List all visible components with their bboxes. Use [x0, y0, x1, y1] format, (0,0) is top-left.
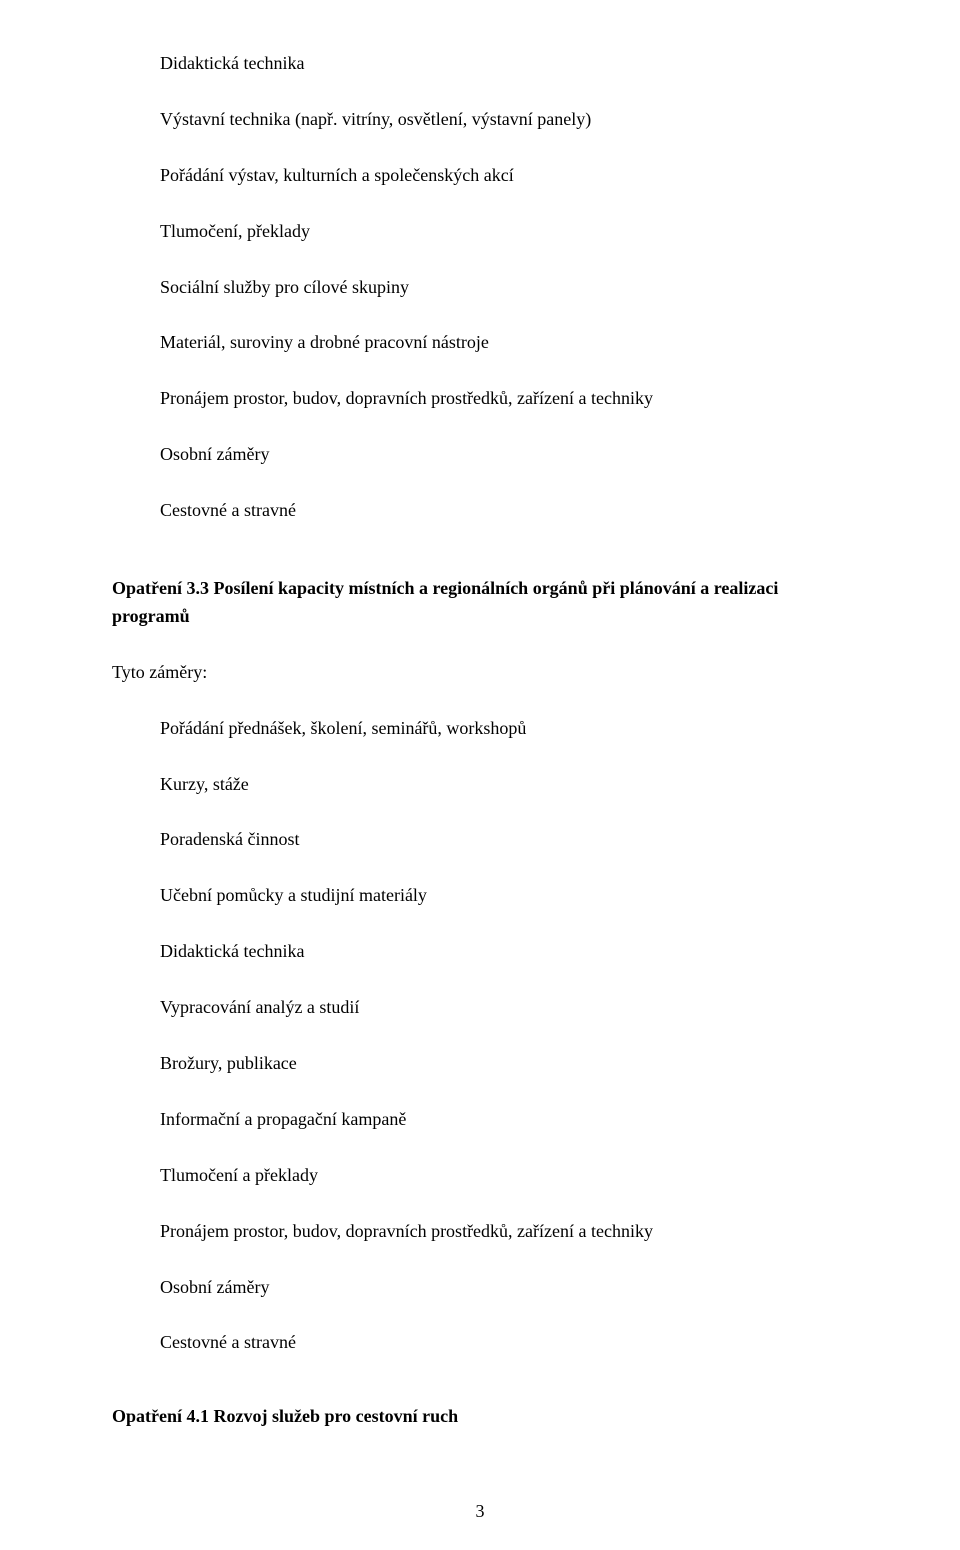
- list-item: Tlumočení a překlady: [160, 1162, 848, 1190]
- list-item: Cestovné a stravné: [160, 497, 848, 525]
- spacer: [112, 553, 848, 575]
- section1-list: Pořádání přednášek, školení, seminářů, w…: [112, 715, 848, 1358]
- section-intro: Tyto záměry:: [112, 659, 848, 687]
- list-item: Pronájem prostor, budov, dopravních pros…: [160, 1218, 848, 1246]
- list-item: Pořádání výstav, kulturních a společensk…: [160, 162, 848, 190]
- list-item: Brožury, publikace: [160, 1050, 848, 1078]
- list-item: Didaktická technika: [160, 50, 848, 78]
- list-item: Didaktická technika: [160, 938, 848, 966]
- list-item: Učební pomůcky a studijní materiály: [160, 882, 848, 910]
- list-item: Výstavní technika (např. vitríny, osvětl…: [160, 106, 848, 134]
- page-number: 3: [0, 1498, 960, 1526]
- list-item: Kurzy, stáže: [160, 771, 848, 799]
- list-item: Osobní záměry: [160, 1274, 848, 1302]
- list-item: Poradenská činnost: [160, 826, 848, 854]
- top-list: Didaktická technika Výstavní technika (n…: [112, 50, 848, 525]
- section-heading: Opatření 3.3 Posílení kapacity místních …: [112, 575, 848, 631]
- document-page: Didaktická technika Výstavní technika (n…: [0, 0, 960, 1550]
- list-item: Pořádání přednášek, školení, seminářů, w…: [160, 715, 848, 743]
- list-item: Cestovné a stravné: [160, 1329, 848, 1357]
- list-item: Vypracování analýz a studií: [160, 994, 848, 1022]
- list-item: Materiál, suroviny a drobné pracovní nás…: [160, 329, 848, 357]
- spacer: [112, 1385, 848, 1403]
- list-item: Tlumočení, překlady: [160, 218, 848, 246]
- list-item: Pronájem prostor, budov, dopravních pros…: [160, 385, 848, 413]
- list-item: Osobní záměry: [160, 441, 848, 469]
- list-item: Informační a propagační kampaně: [160, 1106, 848, 1134]
- section-heading: Opatření 4.1 Rozvoj služeb pro cestovní …: [112, 1403, 848, 1431]
- list-item: Sociální služby pro cílové skupiny: [160, 274, 848, 302]
